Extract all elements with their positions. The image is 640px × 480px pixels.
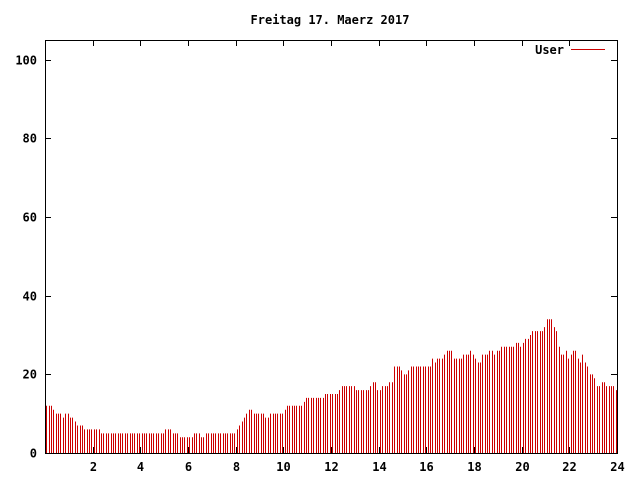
x-tick-label: 12: [324, 460, 338, 474]
x-tick-label: 22: [562, 460, 576, 474]
y-tick-label: 40: [23, 290, 37, 304]
legend: User: [535, 43, 605, 57]
y-tick-label: 80: [23, 132, 37, 146]
bars-group: [46, 319, 617, 453]
x-tick-label: 24: [610, 460, 624, 474]
x-tick-label: 6: [185, 460, 192, 474]
x-tick-label: 8: [233, 460, 240, 474]
x-tick-label: 14: [372, 460, 386, 474]
plot-frame: [45, 40, 618, 454]
y-axis: 0 20 40 60 80 100: [15, 54, 617, 461]
x-tick-label: 4: [137, 460, 144, 474]
x-axis: 2 4 6 8 10 12 14 16 18 20 22 24: [90, 40, 625, 474]
y-tick-label: 100: [15, 54, 37, 68]
y-tick-label: 60: [23, 211, 37, 225]
x-tick-label: 2: [90, 460, 97, 474]
x-tick-label: 16: [419, 460, 433, 474]
legend-label-user: User: [535, 43, 564, 57]
chart-title: Freitag 17. Maerz 2017: [251, 13, 410, 27]
x-tick-label: 18: [467, 460, 481, 474]
x-tick-label: 10: [276, 460, 290, 474]
x-tick-label: 20: [515, 460, 529, 474]
y-tick-label: 0: [30, 447, 37, 461]
y-tick-label: 20: [23, 368, 37, 382]
